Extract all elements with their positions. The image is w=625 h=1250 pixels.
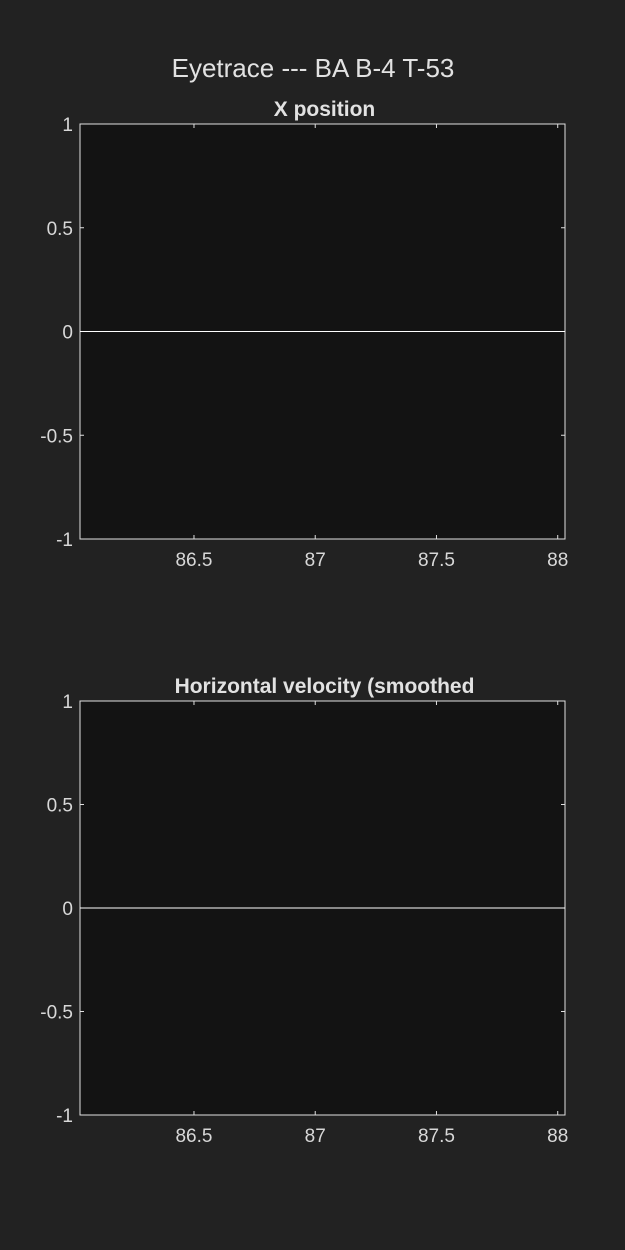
horizontal-velocity-xtick-label: 86.5 [175, 1126, 212, 1147]
x-position-title: X position [274, 98, 376, 121]
x-position-xtick-label: 88 [547, 550, 568, 571]
horizontal-velocity-title: Horizontal velocity (smoothed [175, 675, 475, 698]
x-position-xtick-label: 87 [305, 550, 326, 571]
horizontal-velocity-ytick-label: 1 [62, 692, 73, 713]
figure-title: Eyetrace --- BA B-4 T-53 [172, 53, 455, 83]
horizontal-velocity-ytick-label: 0 [62, 899, 73, 920]
x-position-axes: X position 86.5 87 87.5 88 1 0.5 0 -0.5 -1 [40, 98, 568, 571]
x-position-ytick-label: 0 [62, 323, 73, 344]
horizontal-velocity-axes: Horizontal velocity (smoothed 86.5 87 87.5 8… [40, 675, 568, 1147]
x-position-ytick-label: 1 [62, 115, 73, 136]
x-position-ytick-label: -0.5 [40, 426, 73, 447]
horizontal-velocity-ytick-label: -1 [56, 1106, 73, 1127]
horizontal-velocity-xtick-label: 87.5 [418, 1126, 455, 1147]
x-position-xtick-label: 87.5 [418, 550, 455, 571]
x-position-ytick-label: -1 [56, 530, 73, 551]
x-position-xtick-label: 86.5 [175, 550, 212, 571]
horizontal-velocity-xtick-label: 88 [547, 1126, 568, 1147]
horizontal-velocity-ytick-label: 0.5 [47, 796, 73, 817]
horizontal-velocity-ytick-label: -0.5 [40, 1003, 73, 1024]
horizontal-velocity-xtick-label: 87 [305, 1126, 326, 1147]
x-position-ytick-label: 0.5 [47, 219, 73, 240]
